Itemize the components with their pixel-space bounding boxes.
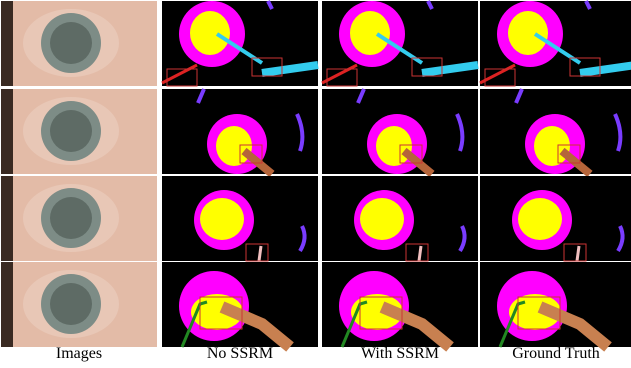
- mask-ground-truth: [480, 262, 631, 347]
- mask-ground-truth: [480, 176, 631, 261]
- mask-no-ssrm: [162, 1, 318, 86]
- row-3: [1, 176, 631, 261]
- column-label: Images: [56, 345, 102, 362]
- photo: [1, 89, 157, 174]
- row-2: [1, 89, 631, 174]
- mask-with-ssrm: [322, 89, 478, 174]
- mask-with-ssrm: [322, 176, 478, 261]
- column-label: No SSRM: [207, 345, 273, 362]
- page: {"columns": ["Images", "No SSRM", "With …: [0, 0, 631, 368]
- photo: [1, 176, 157, 261]
- mask-ground-truth: [480, 89, 631, 174]
- mask-with-ssrm: [322, 262, 478, 347]
- mask-no-ssrm: [162, 89, 318, 174]
- column-label: With SSRM: [361, 345, 439, 362]
- mask-ground-truth: [480, 1, 631, 86]
- photo: [1, 262, 157, 347]
- column-label: Ground Truth: [512, 345, 600, 362]
- mask-with-ssrm: [322, 1, 478, 86]
- row-1: [1, 1, 631, 86]
- photo: [1, 1, 157, 86]
- row-4: [1, 262, 631, 347]
- figure: Images No SSRM With SSRM Ground Truth: [0, 0, 631, 368]
- mask-no-ssrm: [162, 176, 318, 261]
- mask-no-ssrm: [162, 262, 318, 347]
